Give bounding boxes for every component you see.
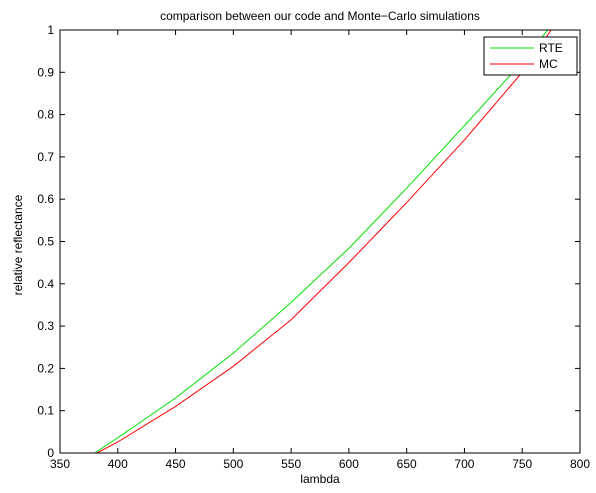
y-tick-label: 0.6 <box>37 192 54 206</box>
x-axis-label: lambda <box>300 472 340 486</box>
y-tick-label: 0.1 <box>37 404 54 418</box>
y-tick-label: 0.3 <box>37 319 54 333</box>
plot-area: 350 400 450 500 550 600 650 700 750 800 0 0.1 0.2 0.3… <box>37 23 590 471</box>
chart-title: comparison between our code and Monte−Ca… <box>160 9 480 23</box>
x-tick-label: 350 <box>50 457 70 471</box>
y-tick-label: 0.8 <box>37 108 54 122</box>
x-tick-label: 700 <box>454 457 474 471</box>
y-tick-label: 0.4 <box>37 277 54 291</box>
x-tick-label: 400 <box>108 457 128 471</box>
y-tick-label: 0.9 <box>37 65 54 79</box>
y-axis-label: relative reflectance <box>11 194 25 295</box>
x-tick-label: 500 <box>223 457 243 471</box>
series-line-mc <box>96 30 552 453</box>
legend-box <box>483 36 578 76</box>
x-tick-label: 450 <box>166 457 186 471</box>
x-tick-label: 650 <box>397 457 417 471</box>
legend-label-rte: RTE <box>539 41 563 55</box>
y-tick-label: 0.5 <box>37 235 54 249</box>
x-tick-label: 600 <box>339 457 359 471</box>
axes-box <box>59 29 581 454</box>
x-tick-label: 550 <box>281 457 301 471</box>
y-tick-label: 0.2 <box>37 361 54 375</box>
x-tick-label: 750 <box>512 457 532 471</box>
x-tick-label: 800 <box>570 457 590 471</box>
y-tick-label: 0.7 <box>37 150 54 164</box>
y-tick-label: 0 <box>47 446 54 460</box>
y-tick-label: 1 <box>47 23 54 37</box>
series-line-rte <box>94 30 549 453</box>
legend-label-mc: MC <box>539 57 558 71</box>
